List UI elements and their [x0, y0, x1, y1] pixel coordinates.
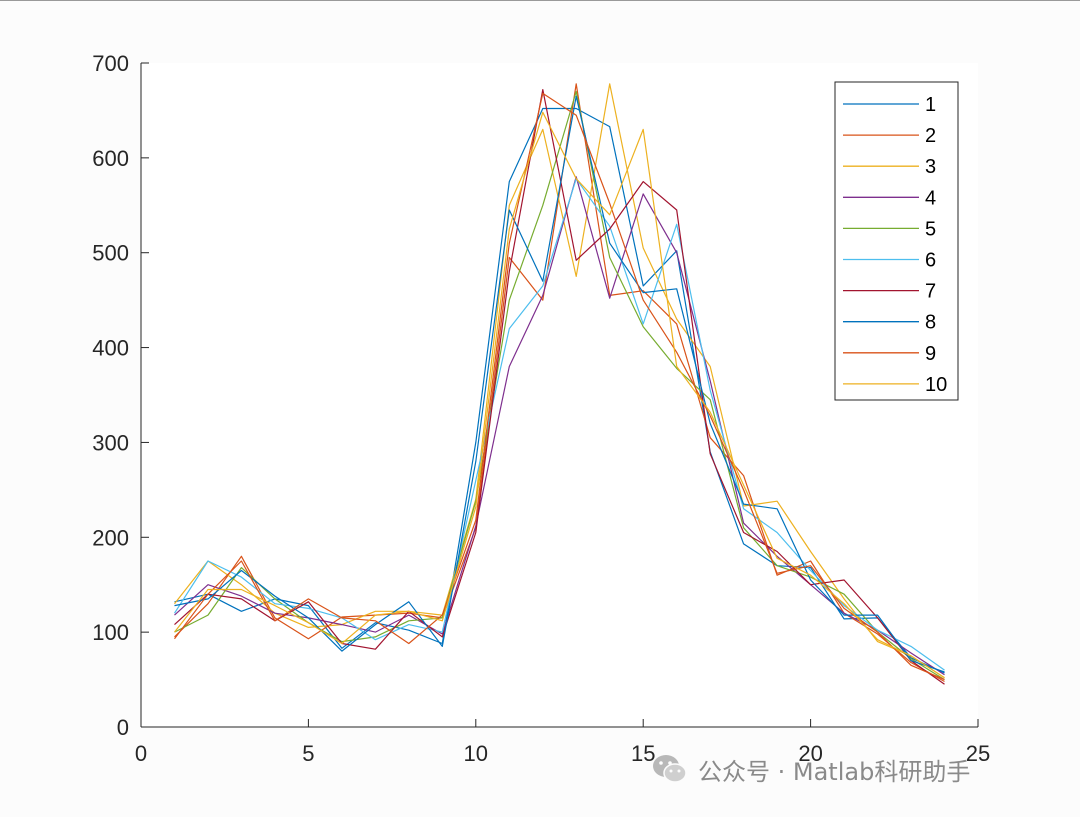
x-tick-label: 0 — [135, 741, 147, 766]
legend-label-2: 2 — [925, 125, 936, 147]
watermark: 公众号 · Matlab科研助手 — [650, 749, 970, 789]
y-tick-label: 700 — [92, 51, 129, 76]
legend-label-9: 9 — [925, 343, 936, 365]
wechat-icon — [653, 755, 687, 783]
series-line-3 — [174, 83, 945, 679]
x-tick-label: 15 — [631, 741, 655, 766]
series-line-6 — [173, 178, 945, 671]
legend-label-8: 8 — [925, 312, 936, 334]
x-tick-label: 20 — [798, 741, 822, 766]
y-tick-label: 300 — [92, 430, 129, 455]
x-tick-label: 5 — [302, 741, 314, 766]
series-line-10 — [174, 111, 945, 679]
legend-label-3: 3 — [925, 156, 936, 178]
legend-label-5: 5 — [925, 218, 936, 240]
y-tick-label: 200 — [92, 525, 129, 550]
y-tick-label: 100 — [92, 620, 129, 645]
legend-label-6: 6 — [925, 250, 936, 272]
series-line-8 — [174, 95, 945, 673]
y-tick-label: 400 — [92, 336, 129, 361]
y-tick-label: 0 — [117, 715, 129, 740]
y-tick-label: 500 — [92, 241, 129, 266]
series-line-7 — [174, 88, 945, 685]
series-layer — [173, 83, 945, 685]
legend-label-7: 7 — [925, 281, 936, 303]
x-tick-label: 10 — [464, 741, 488, 766]
series-line-9 — [174, 92, 945, 681]
legend-label-1: 1 — [925, 94, 936, 116]
legend-label-10: 10 — [925, 374, 947, 396]
series-line-4 — [174, 176, 945, 676]
y-tick-label: 600 — [92, 146, 129, 171]
legend: 1 2 3 4 5 6 7 8 9 10 — [834, 81, 959, 401]
x-tick-label: 25 — [966, 741, 990, 766]
watermark-text: 公众号 · Matlab科研助手 — [698, 757, 971, 786]
legend-label-4: 4 — [925, 187, 936, 209]
